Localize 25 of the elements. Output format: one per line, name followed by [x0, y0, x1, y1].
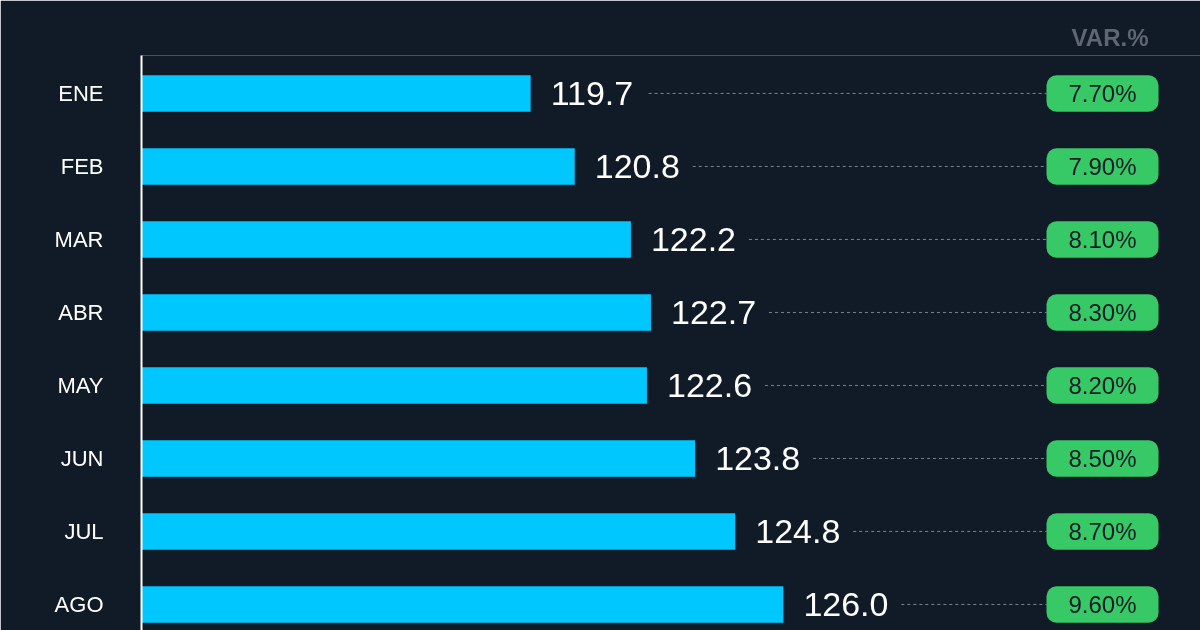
y-tick-label: FEB: [60, 153, 104, 179]
annotation: 8.70%: [1068, 517, 1137, 545]
y-tick-label: ABR: [58, 299, 104, 325]
data-label: 119.7: [550, 73, 634, 112]
y-tick-label: AGO: [54, 591, 104, 617]
y-tick-label: MAR: [54, 226, 104, 252]
data-label: 122.2: [650, 219, 737, 258]
text: VAR.%: [1071, 23, 1149, 51]
data-label: 122.6: [666, 365, 753, 404]
annotation: 8.20%: [1068, 371, 1137, 399]
data-label: 122.7: [671, 292, 757, 331]
data-label: 120.8: [594, 146, 680, 185]
y-tick-label: ENE: [58, 80, 104, 106]
annotation: 8.30%: [1068, 298, 1137, 326]
annotation: 8.10%: [1068, 225, 1137, 253]
data-label: 123.8: [715, 438, 801, 477]
y-tick-label: JUL: [64, 518, 104, 544]
annotation: 7.90%: [1068, 152, 1137, 180]
annotation: 8.50%: [1068, 444, 1137, 472]
data-label: 124.8: [755, 511, 841, 550]
annotation: 7.70%: [1068, 79, 1137, 107]
annotation: 9.60%: [1068, 590, 1137, 618]
y-tick-label: MAY: [57, 372, 104, 398]
data-label: 126.0: [803, 584, 889, 623]
y-tick-label: JUN: [60, 445, 104, 471]
